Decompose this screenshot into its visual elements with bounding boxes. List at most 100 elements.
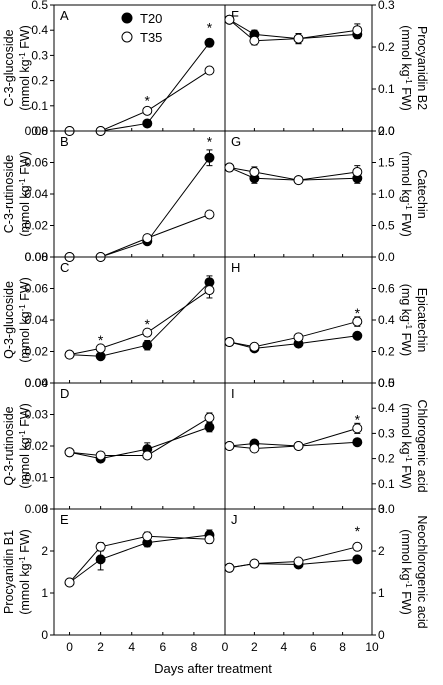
y-tick-label: 3	[41, 502, 48, 516]
y-tick-label: 0.5	[378, 376, 395, 390]
y-tick-label: 1.5	[378, 156, 395, 170]
y-tick-label: 3	[378, 502, 385, 516]
point-t35	[293, 556, 304, 567]
point-t20	[204, 422, 215, 433]
point-t35	[142, 327, 153, 338]
y-tick-label: 0.3	[31, 48, 48, 62]
series-line-t35	[69, 289, 210, 356]
x-tick-label: 2	[251, 640, 258, 654]
y-axis-label: Procyanidin B2	[415, 26, 429, 110]
panel-h: 0.0 0.2 0.4 0.6 H Epicatechin(mg kg-1 FW) *	[224, 256, 429, 390]
point-t35	[64, 349, 75, 360]
panel-letter: I	[231, 386, 235, 401]
x-tick-label: 8	[191, 640, 198, 654]
panel-frame	[224, 4, 373, 132]
y-axis-label: C-3-glucoside	[2, 29, 16, 106]
y-tick-label: 0.3	[378, 0, 395, 12]
series-line-t20	[229, 167, 358, 181]
y-tick-label: 0.5	[378, 219, 395, 233]
y-tick-label: 0.0	[378, 250, 395, 264]
y-tick-label: 0.00	[25, 502, 49, 516]
y-tick-label: 0.00	[25, 376, 49, 390]
panel-letter: F	[231, 8, 239, 23]
panel-j: 0 1 2 3 0 2 4 6 8 10 J Neochlorogenic acid(mmol kg-…	[222, 502, 429, 654]
series-line-t20	[229, 558, 358, 569]
panel-letter: D	[60, 386, 69, 401]
y-axis-label: Q-3-rutinoside	[2, 406, 16, 485]
panel-letter: C	[60, 260, 69, 275]
point-t35	[224, 337, 235, 348]
significance-marker: *	[207, 133, 213, 149]
point-t35	[204, 534, 215, 545]
panel-frame	[224, 256, 373, 384]
point-t35	[204, 209, 215, 220]
point-t35	[352, 25, 363, 36]
y-tick-label: 0.02	[25, 345, 49, 359]
point-t20	[352, 437, 363, 448]
series-line-t20	[69, 534, 210, 583]
y-tick-label: 0.00	[25, 250, 49, 264]
y-tick-label: 0.06	[25, 282, 49, 296]
series-line-t35	[229, 427, 358, 450]
y-tick-label: 0.02	[25, 219, 49, 233]
y-axis-label: Epicatechin	[415, 288, 429, 353]
panel-frame	[53, 508, 226, 636]
series-line-t35	[229, 546, 358, 569]
point-t20	[352, 330, 363, 341]
point-t35	[142, 105, 153, 116]
panel-b: 0.00 0.02 0.04 0.06 0.08 B C-3-rutinoside (mmol…	[2, 124, 226, 264]
legend-label: T35	[140, 30, 162, 45]
y-axis-label-unit: (mmol kg-1 FW)	[399, 403, 413, 489]
point-t35	[95, 541, 106, 552]
y-tick-label: 0.03	[25, 408, 49, 422]
panel-f: 0.0 0.1 0.2 0.3 F Procyanidin B2(mmol kg-1 FW…	[224, 0, 429, 138]
point-t35	[224, 441, 235, 451]
series-line-t20	[229, 441, 358, 447]
y-tick-label: 0.0	[31, 124, 48, 138]
panel-e: 0 1 2 3 0 2 4 6 8 E Procyanidin B1 (mmol kg-1 FW)	[2, 502, 226, 654]
y-tick-label: 0.0	[378, 124, 395, 138]
significance-marker: *	[98, 332, 104, 348]
significance-marker: *	[207, 19, 213, 35]
legend-marker-t20	[121, 12, 133, 24]
y-axis-label: Q-3-glucoside	[2, 281, 16, 359]
x-tick-label: 6	[310, 640, 317, 654]
x-tick-label: 0	[222, 640, 229, 654]
point-t35	[224, 162, 235, 173]
point-t35	[204, 412, 215, 423]
series-line-t20	[69, 42, 210, 132]
y-tick-label: 0.3	[378, 426, 395, 440]
series-line-t35	[69, 214, 210, 258]
series-line-t35	[229, 19, 358, 42]
panel-frame	[53, 256, 226, 384]
x-tick-label: 4	[280, 640, 287, 654]
legend-label: T20	[140, 11, 162, 26]
panel-g: 0.0 0.5 1.0 1.5 2.0 G Catechin(mmol kg-1 FW)	[224, 124, 429, 264]
panel-i: 0.0 0.1 0.2 0.3 0.4 0.5 I Chlorogenic acid(mmol…	[224, 376, 429, 516]
point-t35	[293, 175, 304, 186]
x-tick-label: 6	[159, 640, 166, 654]
y-tick-label: 0	[41, 628, 48, 642]
y-tick-label: 0.2	[378, 452, 395, 466]
significance-marker: *	[355, 411, 361, 427]
y-axis-label-unit: (mmol kg-1 FW)	[399, 151, 413, 237]
point-t35	[95, 343, 106, 354]
panel-frame	[224, 508, 373, 636]
point-t35	[95, 450, 106, 461]
y-axis-label-unit: (mmol kg-1 FW)	[18, 151, 32, 237]
point-t35	[352, 541, 363, 552]
series-line-t20	[229, 335, 358, 349]
point-t35	[64, 447, 75, 458]
y-tick-label: 0.08	[25, 124, 49, 138]
y-tick-label: 1	[378, 586, 385, 600]
point-t35	[293, 441, 304, 451]
y-axis-label-unit: (mmol kg-1 FW)	[399, 529, 413, 615]
y-axis-label-unit: (mmol kg-1 FW)	[18, 25, 32, 111]
series-line-t20	[69, 281, 210, 357]
y-axis-label: Procyanidin B1	[2, 530, 16, 614]
point-t35	[204, 65, 215, 76]
y-tick-label: 0.2	[378, 345, 395, 359]
y-tick-label: 0.04	[25, 187, 49, 201]
